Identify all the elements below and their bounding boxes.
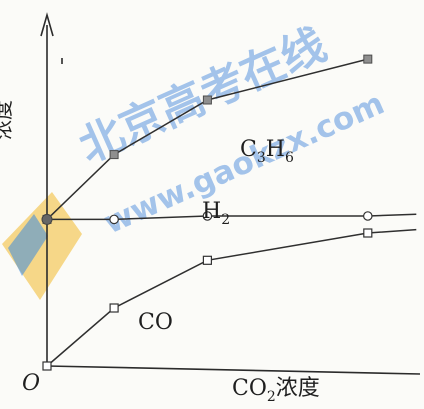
x-axis-label-main: CO (232, 376, 267, 401)
series-point-co-2 (109, 303, 119, 313)
series-point-h2-4 (362, 211, 373, 221)
x-axis-label-subscript: 2 (267, 389, 276, 405)
shared-start-marker (41, 213, 53, 225)
series-point-c3h6-4 (363, 54, 373, 64)
series-line-co (46, 228, 417, 367)
watermark-blue-chevron-icon (8, 214, 48, 276)
series-point-c3h6-2 (109, 150, 119, 160)
x-axis-label-tail: 浓度 (276, 376, 320, 401)
series-label-co: CO (138, 310, 173, 335)
h2-sub-2: 2 (221, 212, 230, 228)
c3h6-sub-3: 3 (257, 150, 266, 166)
series-label-c3h6: C3H6 (240, 137, 294, 166)
y-axis-arrow-icon (40, 12, 54, 37)
watermark-layer: 北京高考在线 www.gaokzx.com (2, 19, 390, 300)
series-layer (41, 54, 417, 371)
c3h6-sub-6: 6 (285, 150, 294, 166)
series-label-h2: H2 (202, 199, 230, 228)
series-point-h2-2 (109, 214, 119, 225)
origin-label: O (22, 371, 40, 396)
series-point-co-3 (202, 255, 212, 265)
series-line-c3h6 (46, 58, 368, 220)
y-axis-label: 浓度 (0, 100, 15, 140)
series-point-co-4 (363, 228, 373, 238)
axes-layer (40, 12, 421, 375)
c3h6-c: C (240, 137, 257, 162)
x-axis-line (46, 365, 421, 375)
series-point-h2-3 (202, 211, 213, 221)
h2-h: H (202, 199, 221, 224)
series-point-co-1 (42, 361, 52, 371)
series-point-c3h6-3 (202, 95, 212, 105)
x-axis-label: CO2浓度 (232, 376, 320, 405)
labels-layer: 浓度 O CO2浓度 C3H6 H2 CO (0, 100, 320, 405)
c3h6-h: H (266, 137, 285, 162)
